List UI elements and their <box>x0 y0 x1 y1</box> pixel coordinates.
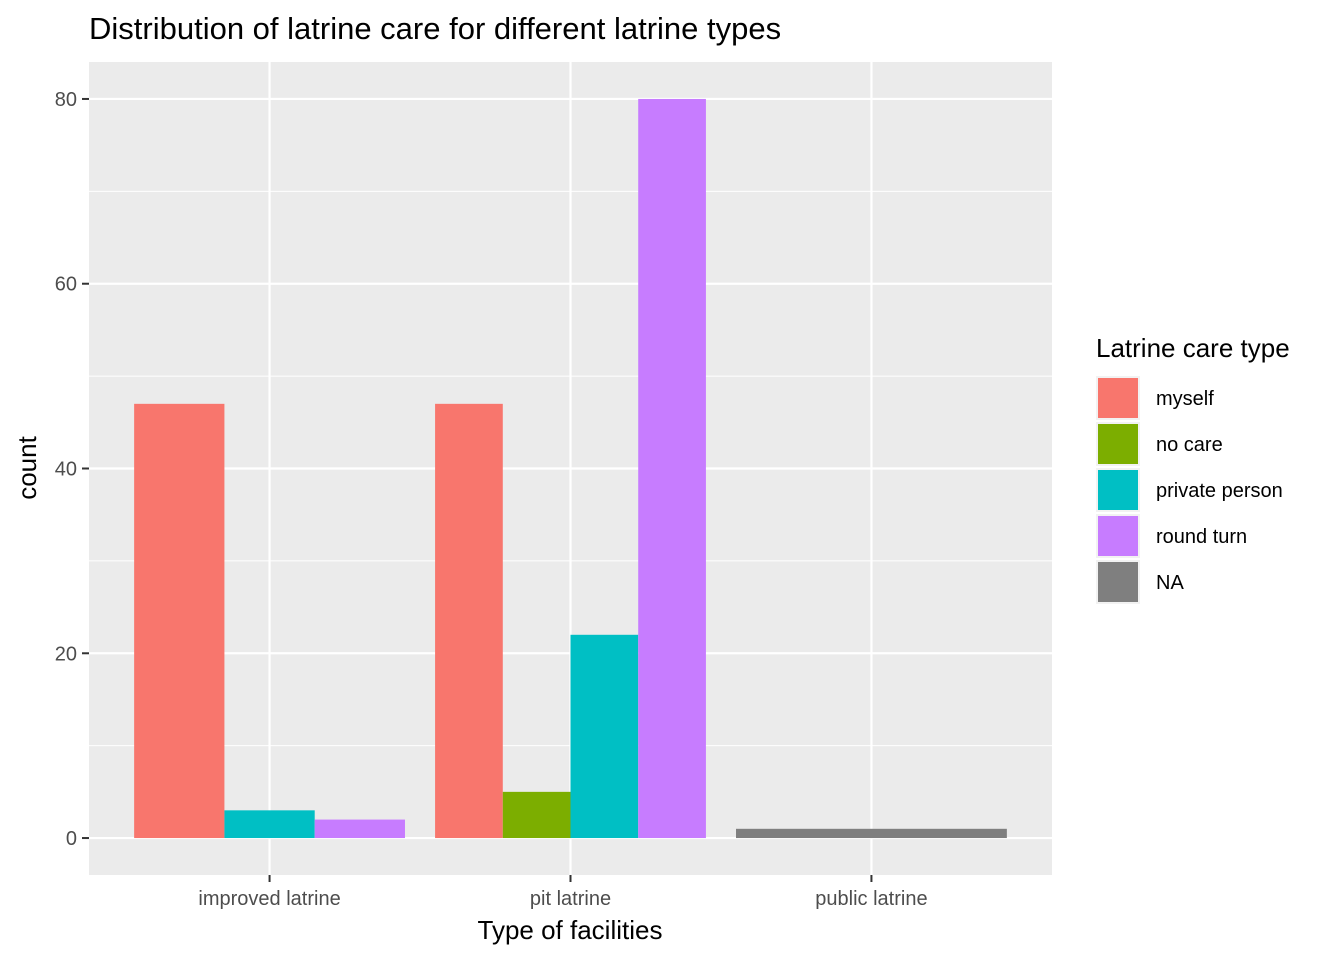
legend-title: Latrine care type <box>1096 333 1290 363</box>
chart-title: Distribution of latrine care for differe… <box>89 11 781 46</box>
x-tick-label: improved latrine <box>198 888 340 910</box>
x-axis: improved latrine pit latrine public latrin… <box>198 875 928 910</box>
legend-label: round turn <box>1156 526 1247 548</box>
y-axis-title: count <box>12 435 42 499</box>
x-tick-label: pit latrine <box>530 888 611 910</box>
y-tick-label: 20 <box>55 643 77 665</box>
legend-swatch <box>1098 516 1138 556</box>
y-tick-label: 0 <box>66 828 77 850</box>
y-tick-label: 60 <box>55 274 77 296</box>
bar-pit-latrine-no-care <box>502 791 571 839</box>
x-tick-label: public latrine <box>815 888 927 910</box>
legend-label: myself <box>1156 388 1214 410</box>
legend-swatch <box>1098 562 1138 602</box>
bar-improved-latrine-private-person <box>224 810 315 839</box>
legend-swatch <box>1098 378 1138 418</box>
bar-public-latrine-NA <box>736 828 1007 839</box>
bar-pit-latrine-myself <box>435 403 503 839</box>
bar-improved-latrine-myself <box>134 403 225 839</box>
bars <box>134 98 1007 839</box>
y-axis: 0 20 40 60 80 <box>55 89 89 850</box>
legend-swatch <box>1098 424 1138 464</box>
legend-items: myself no care private person round turn NA <box>1096 376 1283 604</box>
y-tick-label: 40 <box>55 459 77 481</box>
legend-swatch <box>1098 470 1138 510</box>
x-axis-title: Type of facilities <box>478 915 663 945</box>
y-tick-label: 80 <box>55 89 77 111</box>
bar-pit-latrine-private-person <box>570 634 639 839</box>
legend-label: NA <box>1156 572 1184 594</box>
legend: Latrine care type myself no care private p… <box>1096 333 1290 604</box>
legend-label: no care <box>1156 434 1223 456</box>
bar-improved-latrine-round-turn <box>314 819 405 839</box>
bar-pit-latrine-round-turn <box>638 98 706 839</box>
legend-label: private person <box>1156 480 1283 502</box>
